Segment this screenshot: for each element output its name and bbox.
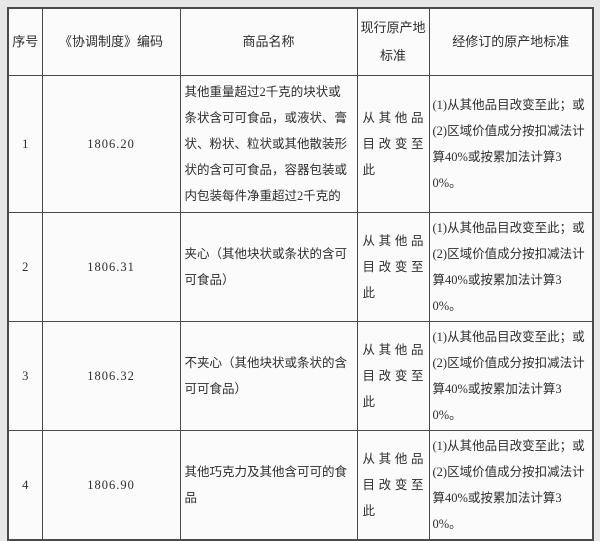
revised-standard-item-2: (2)区域价值成分按扣减法计算40%或按累加法计算30%。	[432, 355, 585, 422]
cell-revised-standard: (1)从其他品目改变至此；或 (2)区域价值成分按扣减法计算40%或按累加法计算…	[428, 429, 594, 540]
header-hs-code: 《协调制度》编码	[41, 7, 181, 76]
table-header-row: 序号 《协调制度》编码 商品名称 现行原产地标准 经修订的原产地标准	[7, 7, 594, 76]
cell-product-name: 不夹心（其他块状或条状的含可可食品）	[179, 320, 358, 431]
revised-standard-item-2: (2)区域价值成分按扣减法计算40%或按累加法计算30%。	[432, 464, 585, 531]
cell-current-standard: 从其他品目改变至此	[356, 320, 430, 431]
document-page: 序号 《协调制度》编码 商品名称 现行原产地标准 经修订的原产地标准 1 180…	[7, 7, 594, 541]
cell-hs-code: 1806.31	[41, 211, 181, 322]
origin-standards-table: 序号 《协调制度》编码 商品名称 现行原产地标准 经修订的原产地标准 1 180…	[7, 7, 594, 541]
cell-product-name: 其他巧克力及其他含可可的食品	[179, 429, 358, 540]
cell-current-standard: 从其他品目改变至此	[356, 211, 430, 322]
revised-standard-item-1: (1)从其他品目改变至此；或	[432, 97, 585, 112]
cell-hs-code: 1806.20	[41, 74, 181, 213]
cell-product-name: 夹心（其他块状或条状的含可可食品）	[179, 211, 358, 322]
cell-serial-number: 4	[7, 429, 43, 540]
revised-standard-item-1: (1)从其他品目改变至此；或	[432, 220, 585, 235]
table-row: 1 1806.20 其他重量超过2千克的块状或条状含可可食品，或液状、膏状、粉状…	[7, 74, 594, 213]
cell-hs-code: 1806.90	[41, 429, 181, 540]
cell-revised-standard: (1)从其他品目改变至此；或 (2)区域价值成分按扣减法计算40%或按累加法计算…	[428, 74, 594, 213]
table-row: 2 1806.31 夹心（其他块状或条状的含可可食品） 从其他品目改变至此 (1…	[7, 211, 594, 322]
cell-serial-number: 2	[7, 211, 43, 322]
cell-revised-standard: (1)从其他品目改变至此；或 (2)区域价值成分按扣减法计算40%或按累加法计算…	[428, 211, 594, 322]
cell-current-standard: 从其他品目改变至此	[356, 429, 430, 540]
cell-revised-standard: (1)从其他品目改变至此；或 (2)区域价值成分按扣减法计算40%或按累加法计算…	[428, 320, 594, 431]
revised-standard-item-2: (2)区域价值成分按扣减法计算40%或按累加法计算30%。	[432, 123, 585, 190]
cell-current-standard: 从其他品目改变至此	[356, 74, 430, 213]
header-serial-number: 序号	[7, 7, 43, 76]
table-row: 4 1806.90 其他巧克力及其他含可可的食品 从其他品目改变至此 (1)从其…	[7, 429, 594, 540]
revised-standard-item-2: (2)区域价值成分按扣减法计算40%或按累加法计算30%。	[432, 246, 585, 313]
cell-serial-number: 3	[7, 320, 43, 431]
revised-standard-item-1: (1)从其他品目改变至此；或	[432, 438, 585, 453]
header-current-standard: 现行原产地标准	[356, 7, 430, 76]
table-row: 3 1806.32 不夹心（其他块状或条状的含可可食品） 从其他品目改变至此 (…	[7, 320, 594, 431]
header-revised-standard: 经修订的原产地标准	[428, 7, 594, 76]
cell-product-name: 其他重量超过2千克的块状或条状含可可食品，或液状、膏状、粉状、粒状或其他散装形状…	[179, 74, 358, 213]
revised-standard-item-1: (1)从其他品目改变至此；或	[432, 329, 585, 344]
header-product-name: 商品名称	[179, 7, 358, 76]
cell-serial-number: 1	[7, 74, 43, 213]
cell-hs-code: 1806.32	[41, 320, 181, 431]
